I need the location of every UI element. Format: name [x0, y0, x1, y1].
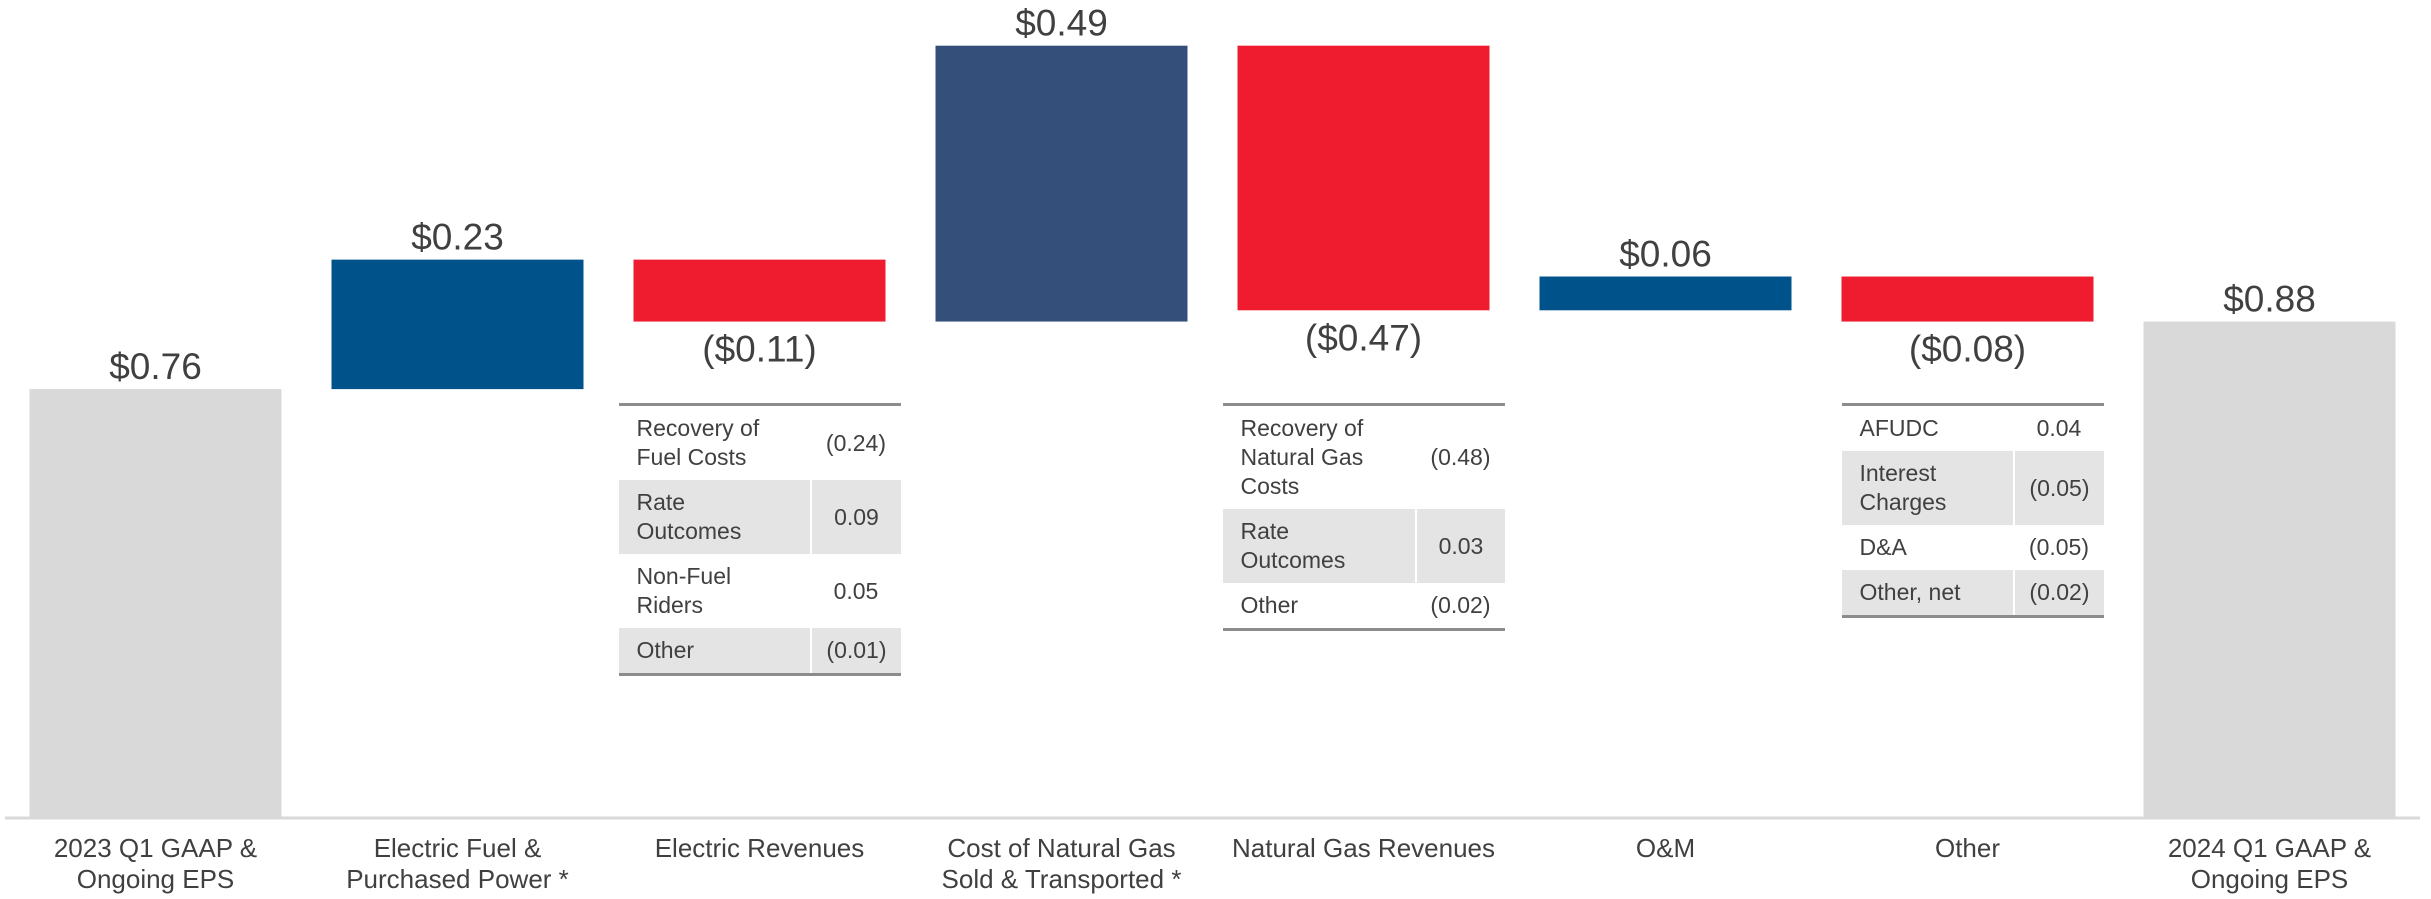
row-value: 0.09	[810, 480, 901, 554]
row-value: 0.05	[833, 577, 879, 604]
breakdown-table: AFUDC 0.04 Interest Charges (0.05) D&A (0.05)…	[1841, 403, 2104, 618]
row-value: (0.01)	[810, 628, 901, 675]
breakdown-table: Recovery of Fuel Costs (0.24) Rate Outcome…	[618, 403, 901, 676]
row-value: (0.05)	[2013, 451, 2104, 525]
table-row: Recovery of Fuel Costs (0.24)	[619, 405, 901, 481]
value-label: $0.49	[1015, 3, 1108, 44]
bar	[1237, 45, 1490, 311]
row-label: Other	[1240, 592, 1299, 618]
value-label: $0.76	[109, 346, 202, 387]
x-tick-label: Natural Gas Revenues	[1231, 833, 1496, 863]
value-label: $0.06	[1619, 234, 1712, 275]
table-row: Non-Fuel Riders 0.05	[619, 554, 901, 628]
table-row: Other (0.01)	[618, 628, 901, 675]
row-label: Interest Charges	[1841, 451, 2015, 525]
x-tick-label: Electric Revenues	[654, 833, 865, 863]
bar	[2143, 321, 2396, 817]
row-value: (0.02)	[2013, 570, 2104, 617]
bar	[331, 259, 584, 390]
x-tick-label: 2023 Q1 GAAP & Ongoing EPS	[53, 833, 258, 894]
table-row: AFUDC 0.04	[1842, 405, 2104, 452]
table-row: Other (0.02)	[1223, 583, 1505, 630]
x-tick-label: Electric Fuel & Purchased Power *	[346, 833, 569, 894]
row-label: Other, net	[1841, 570, 2015, 617]
row-value: 0.04	[2036, 415, 2082, 441]
value-label: ($0.47)	[1305, 317, 1422, 358]
bar	[633, 259, 886, 322]
bar	[1539, 276, 1792, 311]
table-row: Rate Outcomes 0.03	[1222, 509, 1505, 583]
row-value: (0.02)	[1430, 592, 1491, 618]
row-label: Other	[618, 628, 812, 675]
row-label: Rate Outcomes	[1222, 509, 1417, 583]
bar	[935, 45, 1188, 322]
row-label: AFUDC	[1859, 415, 1939, 441]
value-label: ($0.08)	[1909, 329, 2026, 370]
bar	[1841, 276, 2094, 322]
table-row: Interest Charges (0.05)	[1841, 451, 2104, 525]
value-label: $0.23	[411, 217, 504, 258]
table-row: D&A (0.05)	[1842, 525, 2104, 570]
x-tick-label: O&M	[1635, 833, 1696, 863]
x-tick-label: Other	[1934, 833, 2001, 863]
row-label: D&A	[1859, 534, 1907, 560]
value-label: $0.88	[2223, 279, 2316, 320]
bar	[29, 389, 282, 817]
x-tick-label: Cost of Natural Gas Sold & Transported *	[941, 833, 1182, 894]
row-value: 0.03	[1415, 509, 1505, 583]
row-value: (0.48)	[1430, 444, 1491, 470]
row-label: Recovery of Fuel Costs	[636, 415, 760, 470]
value-label: ($0.11)	[702, 329, 817, 370]
row-label: Rate Outcomes	[618, 480, 812, 554]
table-row: Other, net (0.02)	[1841, 570, 2104, 617]
x-tick-label: 2024 Q1 GAAP & Ongoing EPS	[2167, 833, 2372, 894]
breakdown-table: Recovery of Natural Gas Costs (0.48) Rate …	[1222, 403, 1505, 631]
table-row: Recovery of Natural Gas Costs (0.48)	[1223, 405, 1505, 510]
row-label: Recovery of Natural Gas Costs	[1240, 415, 1364, 499]
row-value: (0.05)	[2028, 534, 2089, 560]
row-label: Non-Fuel Riders	[636, 563, 732, 618]
row-value: (0.24)	[825, 429, 886, 456]
table-row: Rate Outcomes 0.09	[618, 480, 901, 554]
